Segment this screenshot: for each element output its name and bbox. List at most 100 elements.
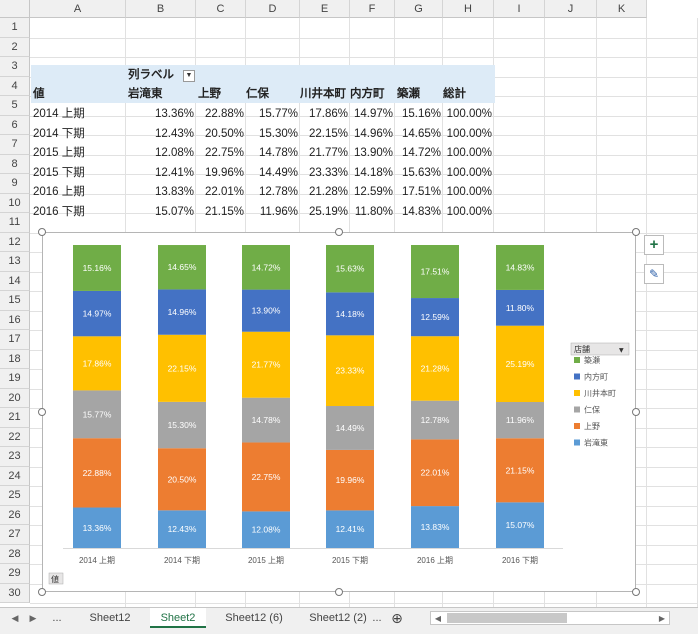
row-header-14[interactable]: 14 [0,271,30,291]
pivot-header-cell[interactable]: 上野 [198,88,221,100]
pivot-value-cell[interactable]: 23.33% [308,166,348,179]
column-header-J[interactable]: J [545,0,597,18]
column-label-filter-button[interactable]: ▼ [183,70,195,82]
column-header-K[interactable]: K [597,0,647,18]
chart-elements-plus-icon[interactable]: + [644,235,664,255]
pivot-value-cell[interactable]: 13.90% [353,147,393,159]
pivot-value-cell[interactable]: 17.86% [308,108,348,120]
row-header-24[interactable]: 24 [0,466,30,486]
row-header-18[interactable]: 18 [0,349,30,369]
new-sheet-plus-icon[interactable]: ⊕ [391,610,403,626]
row-header-8[interactable]: 8 [0,154,30,174]
column-header-I[interactable]: I [494,0,545,18]
row-header-27[interactable]: 27 [0,525,30,545]
pivot-header-cell[interactable]: 築瀬 [397,88,420,100]
sheet-tab-sheet12[interactable]: Sheet12 [89,612,131,624]
row-header-30[interactable]: 30 [0,583,30,603]
pivot-value-cell[interactable]: 20.50% [204,127,244,140]
pivot-value-cell[interactable]: 14.18% [353,166,393,179]
pivot-value-cell[interactable]: 15.77% [258,108,298,120]
pivot-value-cell[interactable]: 17.51% [401,186,441,198]
row-header-3[interactable]: 3 [0,57,30,77]
pivot-value-cell[interactable]: 100.00% [446,127,492,140]
pivot-value-cell[interactable]: 21.15% [204,205,244,218]
pivot-value-cell[interactable]: 12.43% [154,127,194,140]
pivot-value-cell[interactable]: 22.88% [204,108,244,120]
column-header-G[interactable]: G [395,0,443,18]
next-sheet-icon[interactable]: ▶ [29,613,37,623]
row-header-29[interactable]: 29 [0,564,30,584]
pivot-value-cell[interactable]: 22.15% [308,127,348,140]
pivot-chart[interactable]: 13.36% 22.88% 15.77% 17.86% 14.97% 15.16% 2014… [42,232,636,592]
pivot-value-cell[interactable]: 14.49% [258,166,298,179]
row-header-16[interactable]: 16 [0,310,30,330]
row-header-28[interactable]: 28 [0,544,30,564]
tabs-ellipsis-left[interactable]: ... [52,612,62,624]
pivot-row-label[interactable]: 2016 下期 [33,205,85,218]
chart-resize-handle[interactable] [632,588,640,596]
row-header-2[interactable]: 2 [0,37,30,57]
pivot-value-cell[interactable]: 12.41% [154,166,194,179]
pivot-value-cell[interactable]: 21.77% [308,147,348,159]
row-header-5[interactable]: 5 [0,96,30,116]
pivot-value-cell[interactable]: 13.83% [154,186,194,198]
pivot-row-label[interactable]: 2016 上期 [33,186,85,198]
scroll-left-icon[interactable]: ◀ [434,614,442,623]
pivot-value-cell[interactable]: 22.75% [204,147,244,159]
pivot-value-cell[interactable]: 22.01% [204,186,244,198]
pivot-value-cell[interactable]: 11.80% [354,205,393,218]
pivot-value-cell[interactable]: 15.16% [401,108,441,120]
row-header-6[interactable]: 6 [0,115,30,135]
row-header-26[interactable]: 26 [0,505,30,525]
row-header-15[interactable]: 15 [0,291,30,311]
pivot-value-cell[interactable]: 12.59% [353,186,393,198]
chart-resize-handle[interactable] [632,228,640,236]
row-header-11[interactable]: 11 [0,213,30,233]
row-header-20[interactable]: 20 [0,388,30,408]
chart-resize-handle[interactable] [38,228,46,236]
pivot-value-cell[interactable]: 100.00% [446,108,492,120]
pivot-value-cell[interactable]: 25.19% [308,205,348,218]
pivot-value-cell[interactable]: 14.65% [401,127,441,140]
pivot-header-cell[interactable]: 総計 [443,88,466,100]
pivot-header-cell[interactable]: 内方町 [350,88,385,100]
row-header-12[interactable]: 12 [0,232,30,252]
pivot-header-cell[interactable]: 川井本町 [300,88,346,100]
pivot-header-cell[interactable]: 仁保 [246,88,269,100]
select-all-corner[interactable] [0,0,30,18]
column-header-E[interactable]: E [300,0,350,18]
row-header-1[interactable]: 1 [0,18,30,38]
row-header-23[interactable]: 23 [0,447,30,467]
column-header-D[interactable]: D [246,0,300,18]
chart-resize-handle[interactable] [335,588,343,596]
row-header-21[interactable]: 21 [0,408,30,428]
pivot-column-label[interactable]: 列ラベル [128,69,174,81]
pivot-row-label[interactable]: 2014 上期 [33,108,85,120]
chart-styles-brush-icon[interactable]: ✎ [644,264,664,284]
column-header-H[interactable]: H [443,0,494,18]
row-header-17[interactable]: 17 [0,330,30,350]
row-header-10[interactable]: 10 [0,193,30,213]
pivot-value-cell[interactable]: 11.96% [259,205,298,218]
pivot-value-cell[interactable]: 15.63% [401,166,441,179]
pivot-value-label[interactable]: 値 [33,88,45,100]
chart-resize-handle[interactable] [38,408,46,416]
pivot-value-cell[interactable]: 15.07% [154,205,194,218]
row-header-19[interactable]: 19 [0,369,30,389]
pivot-value-cell[interactable]: 14.97% [353,108,393,120]
pivot-value-cell[interactable]: 12.78% [258,186,298,198]
scroll-thumb[interactable] [447,613,567,623]
column-header-C[interactable]: C [196,0,246,18]
horizontal-scrollbar[interactable]: ◀ ▶ [430,611,670,625]
pivot-row-label[interactable]: 2014 下期 [33,127,85,140]
row-header-7[interactable]: 7 [0,135,30,155]
pivot-value-cell[interactable]: 19.96% [204,166,244,179]
pivot-row-label[interactable]: 2015 上期 [33,147,85,159]
pivot-value-cell[interactable]: 100.00% [446,166,492,179]
row-header-4[interactable]: 4 [0,76,30,96]
column-header-F[interactable]: F [350,0,395,18]
pivot-row-label[interactable]: 2015 下期 [33,166,85,179]
pivot-value-cell[interactable]: 13.36% [154,108,194,120]
pivot-value-cell[interactable]: 12.08% [154,147,194,159]
